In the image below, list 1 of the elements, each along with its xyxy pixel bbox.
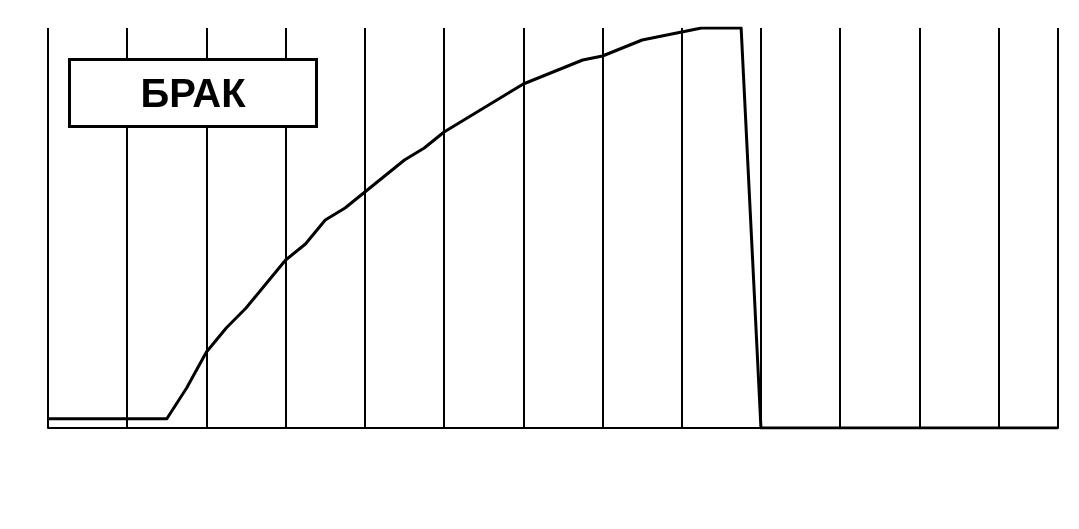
label-frame: БРАК <box>68 58 318 128</box>
